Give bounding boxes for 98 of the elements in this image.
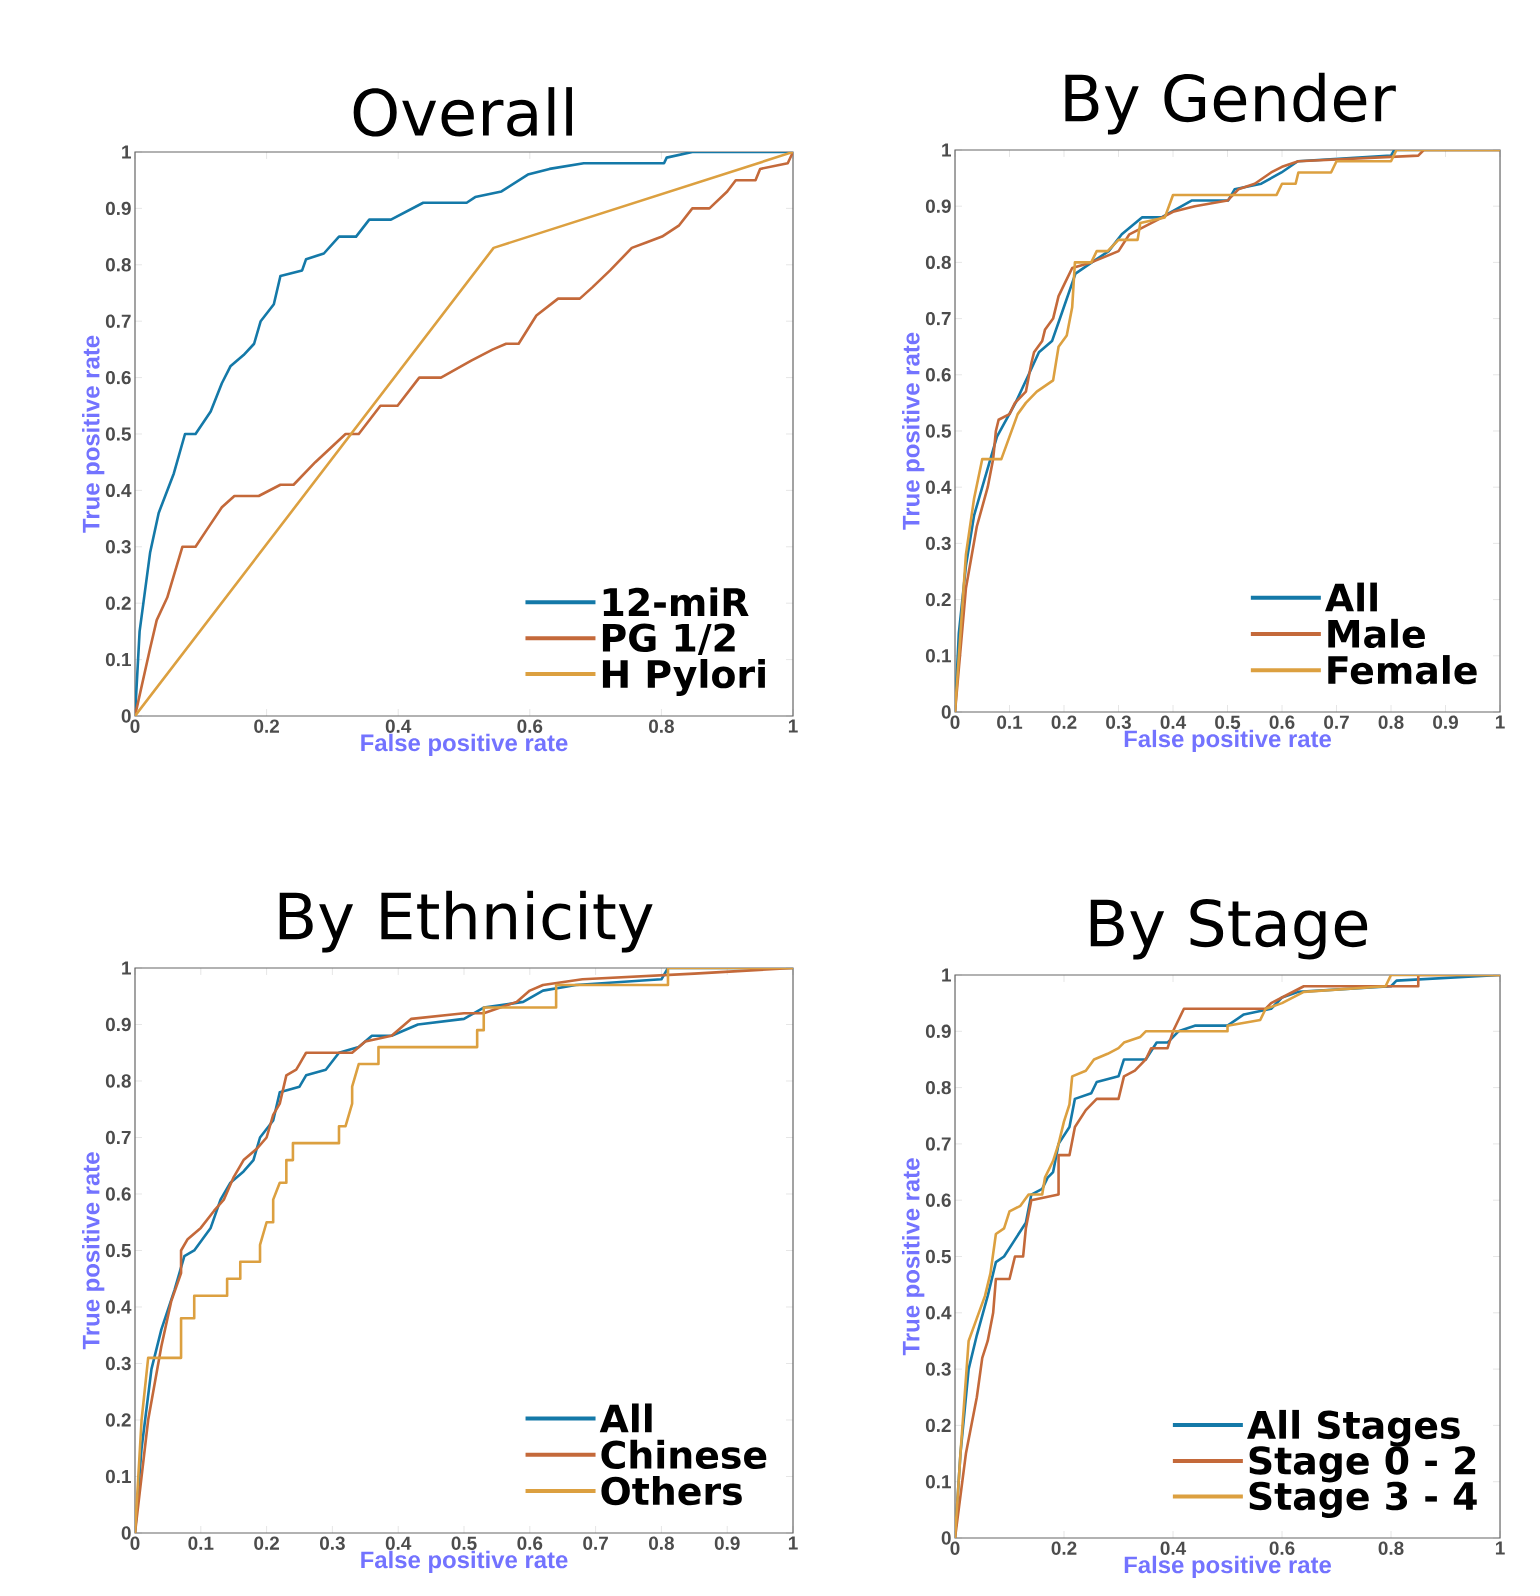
line-series bbox=[135, 967, 794, 1533]
y-tick-label: 0.2 bbox=[925, 592, 951, 607]
x-tick-label: 0.2 bbox=[254, 1536, 279, 1550]
y-tick-label: 1 bbox=[942, 143, 951, 157]
y-axis-title: True positive rate bbox=[902, 332, 925, 530]
x-axis-title: False positive rate bbox=[1124, 729, 1331, 753]
y-tick-label: 0.3 bbox=[925, 1362, 951, 1376]
x-tick-label: 0.9 bbox=[714, 1536, 740, 1550]
x-tick-label: 1 bbox=[788, 719, 798, 733]
legend-label: All bbox=[1325, 582, 1377, 612]
chart-title: By Gender bbox=[1065, 72, 1396, 135]
x-axis-title: False positive rate bbox=[361, 733, 568, 757]
x-tick-label: 0.4 bbox=[385, 719, 412, 733]
x-tick-label: 0.3 bbox=[1106, 715, 1131, 729]
y-tick-label: 0.1 bbox=[925, 1475, 951, 1489]
y-tick-label: 0.7 bbox=[925, 311, 951, 326]
x-tick-label: 0.8 bbox=[649, 719, 674, 733]
legend-label: Female bbox=[1328, 655, 1477, 685]
y-tick-label: 0.7 bbox=[105, 314, 131, 328]
legend-label: H Pylori bbox=[602, 658, 765, 696]
y-tick-label: 0.4 bbox=[925, 1306, 952, 1320]
chart-title: By Ethnicity bbox=[279, 890, 653, 953]
x-tick-label: 0.6 bbox=[517, 719, 543, 733]
legend-label: All Stages bbox=[1247, 1409, 1460, 1447]
line-series bbox=[955, 149, 1501, 712]
y-tick-label: 0 bbox=[941, 705, 951, 719]
y-tick-label: 0.6 bbox=[925, 1193, 951, 1207]
x-tick-label: 1 bbox=[788, 1536, 798, 1550]
y-tick-label: 0.9 bbox=[925, 199, 951, 213]
y-tick-label: 0.8 bbox=[925, 1080, 951, 1095]
y-tick-label: 0.6 bbox=[925, 368, 951, 382]
y-tick-label: 0.2 bbox=[105, 1413, 131, 1427]
x-tick-label: 0.2 bbox=[1051, 715, 1077, 729]
x-tick-label: 0.7 bbox=[1324, 715, 1349, 729]
y-tick-label: 0.9 bbox=[105, 201, 131, 216]
y-tick-label: 0.1 bbox=[105, 1469, 131, 1484]
x-axis-title: False positive rate bbox=[1124, 1555, 1331, 1579]
y-tick-label: 0.2 bbox=[105, 596, 131, 610]
y-tick-label: 0.5 bbox=[925, 1249, 951, 1264]
x-tick-label: 0.7 bbox=[583, 1536, 608, 1550]
x-tick-label: 1 bbox=[1495, 1541, 1505, 1555]
x-tick-label: 0.6 bbox=[1269, 715, 1295, 729]
x-tick-label: 0.4 bbox=[1160, 1541, 1187, 1555]
y-axis-title: True positive rate bbox=[82, 1152, 105, 1350]
y-tick-label: 0.1 bbox=[105, 652, 131, 667]
legend-label: 12-miR bbox=[603, 587, 749, 616]
legend-label: Chinese bbox=[601, 1439, 767, 1470]
y-tick-label: 0.5 bbox=[925, 424, 951, 438]
y-tick-label: 0.9 bbox=[105, 1017, 131, 1032]
chart-title: By Stage bbox=[1090, 898, 1368, 960]
y-tick-label: 0.1 bbox=[925, 649, 951, 663]
x-tick-label: 0.8 bbox=[649, 1536, 674, 1550]
y-tick-label: 0.5 bbox=[105, 427, 131, 441]
x-tick-label: 0.8 bbox=[1378, 715, 1404, 729]
y-tick-label: 0.3 bbox=[105, 540, 131, 554]
x-tick-label: 0.4 bbox=[1160, 715, 1187, 729]
x-tick-label: 0.5 bbox=[1215, 715, 1241, 729]
y-tick-label: 0.8 bbox=[105, 1074, 131, 1088]
y-tick-label: 0.8 bbox=[105, 258, 131, 272]
y-tick-label: 0.5 bbox=[105, 1243, 131, 1258]
legend-label: Male bbox=[1328, 618, 1425, 649]
y-tick-label: 0.3 bbox=[925, 536, 951, 551]
y-tick-label: 0.4 bbox=[105, 1300, 132, 1314]
y-tick-label: 1 bbox=[942, 968, 951, 982]
line-series bbox=[955, 974, 1501, 1538]
legend-label: Others bbox=[601, 1475, 742, 1506]
x-tick-label: 0.4 bbox=[385, 1536, 412, 1550]
y-tick-label: 0.9 bbox=[925, 1024, 951, 1038]
x-tick-label: 0.8 bbox=[1378, 1541, 1404, 1555]
y-tick-label: 0.7 bbox=[925, 1137, 951, 1151]
x-axis-title: False positive rate bbox=[361, 1550, 568, 1574]
chart-title: Overall bbox=[353, 87, 572, 137]
y-tick-label: 1 bbox=[122, 961, 131, 975]
y-tick-label: 0.2 bbox=[925, 1418, 951, 1433]
x-tick-label: 0.9 bbox=[1433, 715, 1458, 729]
legend-label: Stage 3 - 4 bbox=[1249, 1481, 1477, 1518]
x-tick-label: 0.1 bbox=[997, 715, 1023, 729]
y-tick-label: 0.3 bbox=[105, 1356, 131, 1371]
y-tick-label: 1 bbox=[122, 145, 131, 159]
y-tick-label: 0.4 bbox=[105, 483, 132, 498]
y-tick-label: 0.6 bbox=[105, 370, 131, 385]
x-tick-label: 0.6 bbox=[517, 1536, 543, 1550]
x-tick-label: 0.2 bbox=[254, 719, 279, 733]
y-axis-title: True positive rate bbox=[902, 1158, 925, 1356]
x-tick-label: 0.5 bbox=[451, 1536, 477, 1550]
y-tick-label: 0.4 bbox=[925, 480, 952, 494]
x-tick-label: 0.2 bbox=[1051, 1541, 1077, 1555]
legend-label: PG 1/2 bbox=[602, 623, 735, 656]
y-axis-title: True positive rate bbox=[82, 335, 105, 533]
x-tick-label: 0.1 bbox=[188, 1536, 214, 1550]
x-tick-label: 1 bbox=[1495, 715, 1505, 729]
x-tick-label: 0.3 bbox=[320, 1536, 345, 1550]
x-tick-label: 0.6 bbox=[1269, 1541, 1295, 1555]
y-tick-label: 0.7 bbox=[105, 1130, 131, 1145]
legend-label: All bbox=[599, 1403, 652, 1433]
y-tick-label: 0 bbox=[121, 1526, 131, 1540]
y-tick-label: 0.8 bbox=[925, 255, 951, 270]
y-tick-label: 0.6 bbox=[105, 1187, 131, 1201]
